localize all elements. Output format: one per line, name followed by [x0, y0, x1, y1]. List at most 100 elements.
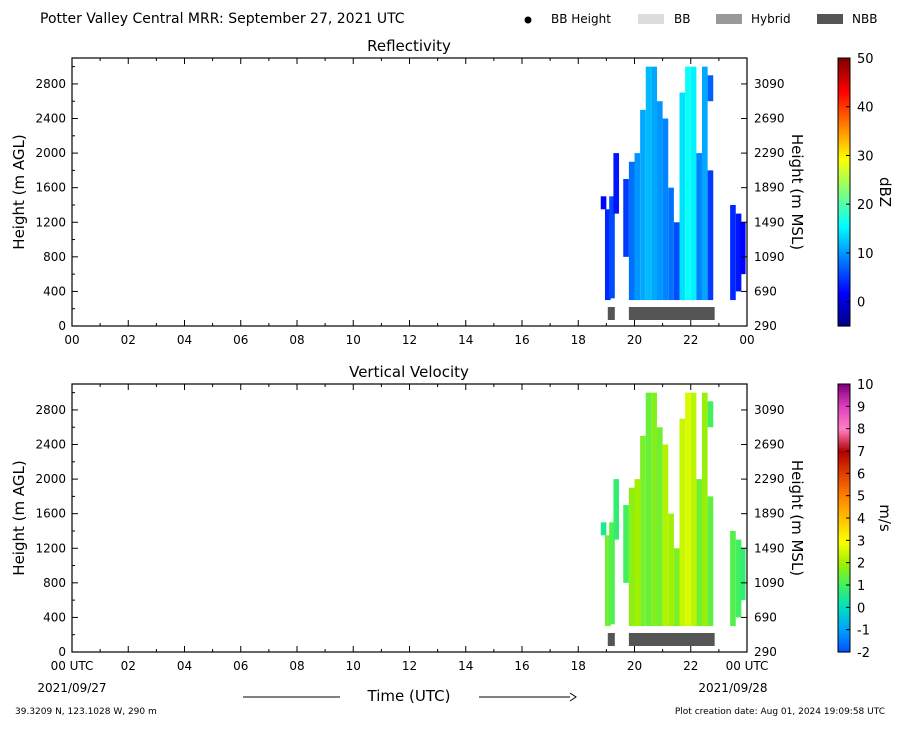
vertical-velocity-colorbar-segment — [838, 613, 850, 617]
vertical-velocity-echo-column — [668, 513, 674, 627]
reflectivity-colorbar-segment — [838, 318, 850, 322]
vertical-velocity-echo-column — [673, 548, 680, 627]
reflectivity-colorbar-segment — [838, 255, 850, 259]
reflectivity-nbb-segment — [628, 307, 715, 320]
reflectivity-colorbar-tick-label: 0 — [857, 296, 865, 311]
vertical-velocity-colorbar-segment — [838, 469, 850, 473]
reflectivity-colorbar-segment — [838, 109, 850, 113]
vertical-velocity-colorbar-segment — [838, 554, 850, 558]
vertical-velocity-colorbar-segment — [838, 620, 850, 624]
vertical-velocity-echo-column — [702, 392, 708, 627]
reflectivity-echo-column — [696, 153, 702, 301]
location-label: 39.3209 N, 123.1028 W, 290 m — [15, 707, 157, 717]
vertical-velocity-echo-column — [739, 548, 746, 601]
reflectivity-colorbar-segment — [838, 70, 850, 74]
reflectivity-colorbar-segment — [838, 252, 850, 256]
vertical-velocity-x-tick-label: 04 — [177, 659, 192, 673]
reflectivity-colorbar-segment — [838, 128, 850, 132]
reflectivity-colorbar-segment — [838, 118, 850, 122]
vertical-velocity-colorbar-segment — [838, 605, 850, 609]
vertical-velocity-echo-column — [690, 392, 697, 627]
reflectivity-colorbar-segment — [838, 58, 850, 62]
reflectivity-y-tick-label: 2800 — [35, 77, 66, 91]
vertical-velocity-colorbar-segment — [838, 513, 850, 517]
vertical-velocity-colorbar-segment — [838, 444, 850, 448]
vertical-velocity-colorbar-segment — [838, 442, 850, 446]
vertical-velocity-nbb-segment — [628, 633, 715, 646]
reflectivity-colorbar-segment — [838, 230, 850, 235]
end-date-label: 2021/09/28 — [698, 681, 767, 695]
nbb-legend-label: NBB — [852, 12, 877, 26]
vertical-velocity-x-tick-label: 10 — [346, 659, 361, 673]
reflectivity-x-tick-label: 00 — [64, 333, 79, 347]
reflectivity-colorbar-segment — [838, 135, 850, 139]
vertical-velocity-colorbar-segment — [838, 644, 850, 648]
vertical-velocity-colorbar-tick-label: -2 — [857, 646, 870, 661]
vertical-velocity-colorbar-segment — [838, 457, 850, 461]
reflectivity-colorbar-segment — [838, 282, 850, 286]
reflectivity-colorbar-segment — [838, 131, 850, 135]
reflectivity-y2-tick-label: 690 — [754, 284, 777, 298]
reflectivity-marks — [600, 66, 746, 320]
reflectivity-colorbar-segment — [838, 72, 850, 76]
reflectivity-colorbar-segment — [838, 323, 850, 327]
vertical-velocity-x-tick-label: 22 — [683, 659, 698, 673]
reflectivity-colorbar-segment — [838, 221, 850, 225]
reflectivity-y2-tick-label: 1490 — [754, 215, 785, 229]
reflectivity-y2label: Height (m MSL) — [788, 134, 806, 250]
vertical-velocity-colorbar-segment — [838, 483, 850, 487]
vertical-velocity-colorbar-tick-label: 2 — [857, 557, 865, 572]
reflectivity-colorbar-tick-label: 30 — [857, 149, 874, 164]
vertical-velocity-colorbar-segment — [838, 425, 850, 429]
vertical-velocity-colorbar-segment — [838, 556, 850, 561]
reflectivity-y2-tick-label: 290 — [754, 319, 777, 333]
reflectivity-colorbar-segment — [838, 243, 850, 247]
reflectivity-colorbar-segment — [838, 84, 850, 88]
vertical-velocity-colorbar-segment — [838, 481, 850, 485]
reflectivity-echo-column — [735, 213, 742, 292]
vertical-velocity-colorbar-segment — [838, 396, 850, 400]
vertical-velocity-echo-column — [645, 392, 652, 627]
vertical-velocity-y2-tick-label: 690 — [754, 610, 777, 624]
reflectivity-y-tick-label: 2400 — [35, 112, 66, 126]
reflectivity-colorbar-label: dBZ — [876, 177, 894, 207]
vertical-velocity-colorbar-segment — [838, 447, 850, 451]
reflectivity-echo-column — [679, 92, 686, 301]
reflectivity-colorbar-segment — [838, 111, 850, 115]
vertical-velocity-colorbar-tick-label: 9 — [857, 400, 865, 415]
reflectivity-colorbar-segment — [838, 65, 850, 69]
vertical-velocity-echo-column — [609, 522, 615, 625]
reflectivity-colorbar-segment — [838, 287, 850, 291]
reflectivity-colorbar-segment — [838, 89, 850, 93]
vertical-velocity-colorbar-segment — [838, 440, 850, 444]
vertical-velocity-y-tick-label: 2800 — [35, 403, 66, 417]
reflectivity-colorbar-segment — [838, 279, 850, 283]
reflectivity-colorbar-tick-label: 50 — [857, 52, 874, 67]
vertical-velocity-colorbar-segment — [838, 647, 850, 651]
vertical-velocity-x-tick-label: 00 UTC — [726, 659, 769, 673]
vertical-velocity-colorbar-segment — [838, 522, 850, 526]
vertical-velocity-colorbar-segment — [838, 576, 850, 580]
reflectivity-colorbar-segment — [838, 301, 850, 305]
reflectivity-colorbar-segment — [838, 99, 850, 103]
reflectivity-echo-column — [690, 66, 697, 301]
vertical-velocity-axes: 00 UTC 02 04 06 08 10 12 14 16 18 20 22 00 UTC040080… — [35, 383, 785, 673]
vertical-velocity-colorbar-segment — [838, 454, 850, 458]
reflectivity-colorbar-segment — [838, 192, 850, 196]
vertical-velocity-colorbar-segment — [838, 595, 850, 599]
reflectivity-colorbar-segment — [838, 228, 850, 232]
vertical-velocity-colorbar-segment — [838, 559, 850, 563]
reflectivity-colorbar-segment — [838, 121, 850, 125]
reflectivity-echo-column — [640, 109, 646, 301]
vertical-velocity-colorbar-segment — [838, 474, 850, 478]
vertical-velocity-colorbar-tick-label: 1 — [857, 579, 865, 594]
vertical-velocity-y2-tick-label: 1890 — [754, 507, 785, 521]
reflectivity-colorbar-segment — [838, 179, 850, 183]
reflectivity-x-tick-label: 10 — [346, 333, 361, 347]
vertical-velocity-y2-tick-label: 1090 — [754, 576, 785, 590]
vertical-velocity-colorbar-segment — [838, 544, 850, 548]
vertical-velocity-colorbar-segment — [838, 476, 850, 480]
reflectivity-colorbar-segment — [838, 306, 850, 310]
vertical-velocity-colorbar: -2 -1 0 1 2 3 4 5 6 7 8 9 10 — [837, 378, 874, 661]
vertical-velocity-colorbar-segment — [838, 449, 850, 453]
